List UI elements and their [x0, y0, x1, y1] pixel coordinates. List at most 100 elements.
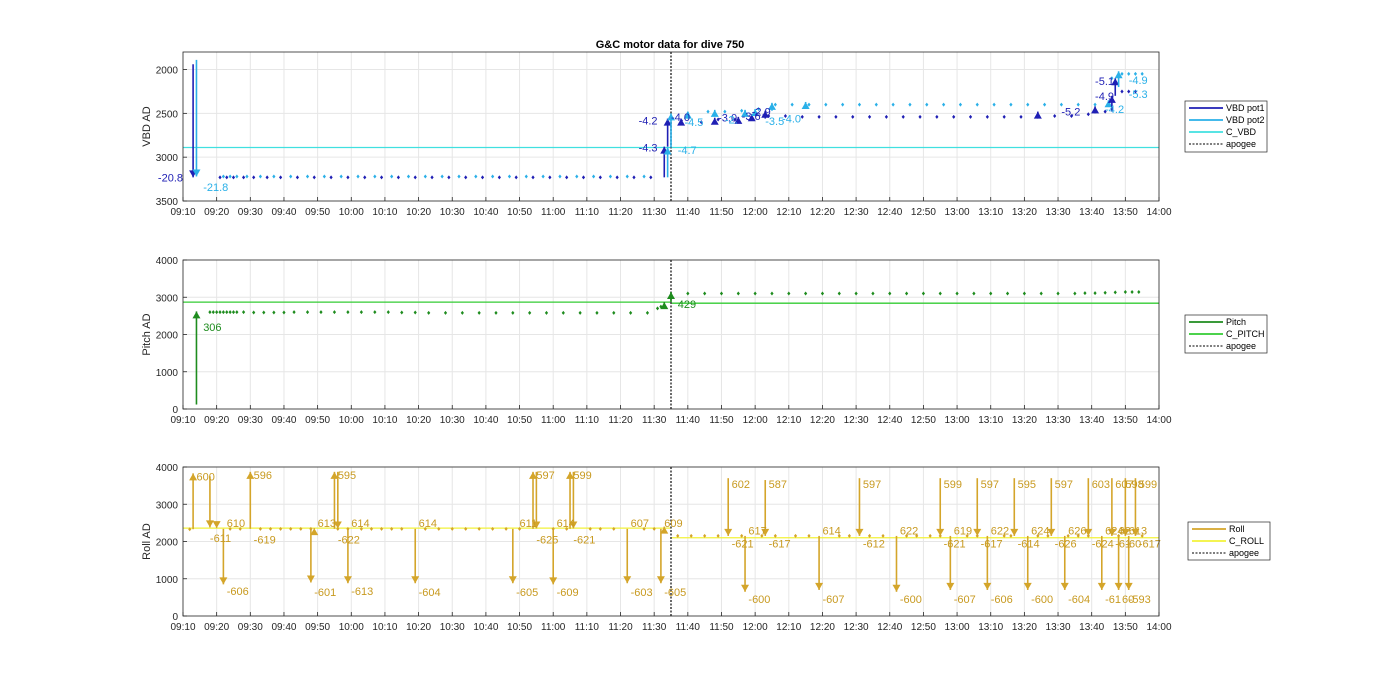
- move-arrow-head: [946, 582, 955, 590]
- x-tick-label: 10:20: [406, 622, 431, 633]
- x-tick-label: 11:30: [642, 415, 667, 426]
- data-point: [211, 310, 215, 315]
- data-point: [413, 175, 417, 180]
- move-arrow-head: [1107, 95, 1116, 103]
- data-point: [450, 526, 454, 531]
- move-arrow-head: [973, 528, 982, 536]
- data-point: [989, 291, 993, 296]
- data-point: [218, 175, 222, 180]
- x-tick-label: 10:40: [473, 415, 498, 426]
- data-label: -3.6: [742, 111, 761, 123]
- data-point: [228, 526, 232, 531]
- x-tick-label: 10:30: [440, 207, 465, 218]
- data-point: [221, 174, 225, 179]
- data-point: [800, 114, 804, 119]
- x-tick-label: 14:00: [1146, 207, 1171, 218]
- data-point: [888, 291, 892, 296]
- data-point: [494, 310, 498, 315]
- data-point: [443, 310, 448, 315]
- data-point: [504, 526, 508, 531]
- data-label: 597: [863, 479, 881, 491]
- move-arrow-head: [801, 101, 810, 109]
- data-point: [558, 174, 562, 179]
- move-arrow-head: [761, 528, 770, 536]
- data-point: [541, 174, 545, 179]
- data-label: -622: [338, 535, 360, 547]
- data-label: 595: [338, 470, 356, 482]
- data-point: [1133, 89, 1138, 94]
- data-label: -20.8: [158, 172, 183, 184]
- x-tick-label: 13:20: [1012, 622, 1037, 633]
- move-arrow-head: [310, 528, 319, 536]
- data-label: -2.: [725, 114, 738, 126]
- data-point: [1130, 290, 1134, 295]
- data-point: [716, 117, 720, 122]
- x-tick-label: 10:20: [406, 207, 431, 218]
- data-point: [629, 310, 633, 315]
- data-label: 597: [981, 479, 999, 491]
- data-point: [703, 291, 707, 296]
- data-point: [904, 533, 909, 538]
- data-point: [406, 174, 411, 179]
- data-label: -626: [1055, 538, 1077, 550]
- data-point: [477, 526, 481, 531]
- data-point: [615, 175, 619, 180]
- move-arrow-head: [529, 471, 538, 479]
- x-tick-label: 10:50: [507, 415, 532, 426]
- x-tick-label: 12:50: [911, 622, 936, 633]
- data-point: [336, 526, 340, 531]
- data-label: 62: [1119, 525, 1131, 537]
- move-arrow-head: [815, 582, 824, 590]
- data-label: 609: [664, 518, 682, 530]
- data-point: [965, 533, 969, 538]
- data-point: [1140, 533, 1144, 538]
- x-tick-label: 13:20: [1012, 207, 1037, 218]
- data-point: [581, 175, 586, 180]
- x-tick-label: 13:50: [1113, 207, 1138, 218]
- data-label: -625: [536, 535, 558, 547]
- data-label: 602: [732, 479, 750, 491]
- move-arrow-head: [1111, 78, 1120, 86]
- y-tick-label: 4000: [156, 256, 179, 267]
- data-point: [591, 174, 596, 179]
- data-point: [430, 175, 434, 180]
- data-point: [312, 175, 316, 180]
- x-tick-label: 11:00: [541, 415, 566, 426]
- data-label: 596: [254, 470, 272, 482]
- data-point: [329, 175, 333, 180]
- data-point: [588, 526, 592, 531]
- legend-entry: VBD pot2: [1226, 115, 1265, 125]
- data-point: [824, 102, 828, 107]
- data-point: [817, 114, 821, 119]
- data-label: 619: [954, 525, 972, 537]
- data-point: [834, 114, 838, 119]
- data-point: [992, 102, 996, 107]
- move-arrow-head: [1114, 582, 1123, 590]
- data-label: -607: [822, 594, 844, 606]
- data-point: [1036, 114, 1040, 119]
- data-point: [346, 310, 350, 315]
- legend-entry: VBD pot1: [1226, 103, 1265, 113]
- x-tick-label: 12:20: [810, 415, 835, 426]
- data-point: [598, 175, 602, 180]
- data-point: [1005, 291, 1010, 296]
- x-tick-label: 11:10: [575, 415, 600, 426]
- data-label: 617: [748, 525, 766, 537]
- data-point: [262, 310, 266, 315]
- x-tick-label: 09:50: [305, 622, 330, 633]
- data-label: 597: [1055, 479, 1073, 491]
- x-tick-label: 09:50: [305, 415, 330, 426]
- data-point: [292, 310, 296, 315]
- move-arrow-head: [983, 582, 992, 590]
- data-point: [884, 114, 888, 119]
- data-point: [491, 174, 495, 179]
- x-tick-label: 13:00: [945, 622, 970, 633]
- data-point: [867, 533, 872, 538]
- data-point: [346, 526, 350, 531]
- data-point: [400, 526, 404, 531]
- x-tick-label: 10:50: [507, 207, 532, 218]
- x-tick-label: 13:00: [945, 207, 970, 218]
- data-label: 614: [557, 518, 575, 530]
- data-label: -5.3: [1129, 89, 1148, 101]
